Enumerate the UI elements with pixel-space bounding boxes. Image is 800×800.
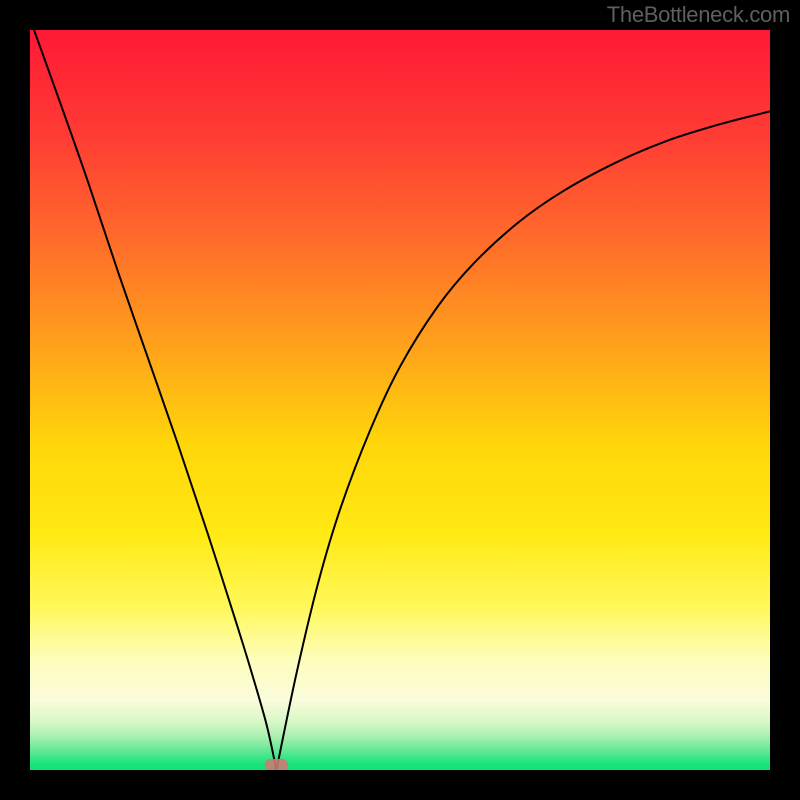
- bottleneck-chart: [0, 0, 800, 800]
- watermark-text: TheBottleneck.com: [607, 2, 790, 28]
- chart-frame: TheBottleneck.com: [0, 0, 800, 800]
- chart-background: [30, 30, 770, 770]
- minimum-marker: [265, 759, 289, 771]
